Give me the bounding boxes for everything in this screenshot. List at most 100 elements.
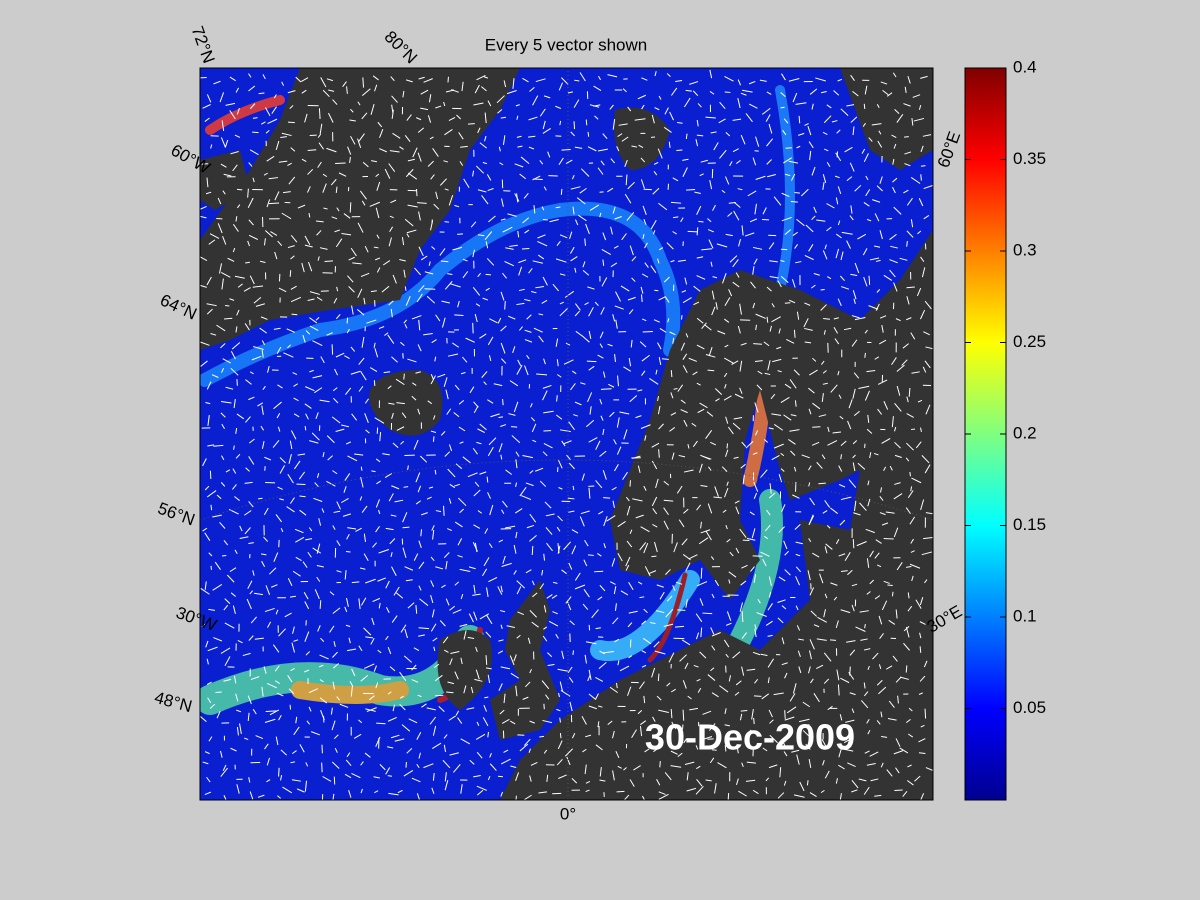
vector xyxy=(627,181,635,190)
vector xyxy=(609,686,618,694)
vector xyxy=(685,89,692,92)
vector xyxy=(229,567,237,573)
vector xyxy=(826,525,831,529)
vector xyxy=(364,398,369,404)
vector xyxy=(248,777,251,783)
vector xyxy=(813,693,820,703)
vector xyxy=(696,205,702,215)
vector xyxy=(391,615,398,623)
vector xyxy=(308,688,319,694)
vector xyxy=(666,73,671,78)
vector xyxy=(363,627,372,636)
vector xyxy=(798,132,805,136)
vector xyxy=(387,334,395,344)
vector xyxy=(332,663,339,669)
vector xyxy=(881,438,891,444)
vector xyxy=(474,678,483,682)
vector xyxy=(895,767,900,774)
vector xyxy=(237,639,243,644)
vector xyxy=(529,535,537,542)
vector xyxy=(403,269,406,278)
vector xyxy=(312,547,321,554)
vector xyxy=(522,217,530,224)
vector xyxy=(851,583,858,587)
vector xyxy=(905,718,911,724)
vector xyxy=(460,657,463,665)
vector xyxy=(205,640,209,648)
vector xyxy=(280,527,284,533)
vector xyxy=(643,485,647,491)
vector xyxy=(432,742,442,750)
vector xyxy=(415,472,421,483)
vector xyxy=(876,289,881,293)
vector xyxy=(685,599,688,608)
vector xyxy=(614,354,616,362)
vector xyxy=(629,779,635,787)
vector xyxy=(223,173,232,177)
vector xyxy=(797,731,800,736)
vector xyxy=(348,256,355,261)
vector xyxy=(905,626,910,638)
vector xyxy=(413,439,419,450)
vector xyxy=(392,132,401,139)
vector xyxy=(253,296,262,304)
vector xyxy=(617,520,626,528)
vector xyxy=(813,273,820,276)
vector xyxy=(780,276,789,283)
vector xyxy=(388,792,399,796)
vector xyxy=(488,355,492,362)
vector xyxy=(545,513,555,517)
vector xyxy=(379,763,386,771)
vector xyxy=(525,681,531,688)
vector xyxy=(741,611,744,623)
vector xyxy=(754,203,757,215)
vector xyxy=(724,708,727,714)
vector xyxy=(921,551,933,556)
vector xyxy=(290,255,295,260)
vector xyxy=(770,393,776,400)
vector xyxy=(342,81,347,88)
vector xyxy=(778,328,781,334)
vector xyxy=(516,364,523,375)
vector xyxy=(287,245,295,249)
vector xyxy=(276,692,284,697)
vector xyxy=(487,446,494,457)
vector xyxy=(607,187,614,193)
vector xyxy=(346,597,349,607)
vector xyxy=(826,104,832,109)
vector xyxy=(427,115,432,123)
vector xyxy=(400,341,405,347)
vector xyxy=(664,296,670,303)
vector xyxy=(280,749,287,756)
vector xyxy=(565,342,571,346)
vector xyxy=(287,90,296,94)
vector xyxy=(709,180,713,190)
vector xyxy=(336,696,341,701)
vector xyxy=(360,674,369,682)
vector xyxy=(826,203,835,209)
vector xyxy=(753,717,755,725)
vector xyxy=(655,478,659,489)
vector xyxy=(881,736,888,738)
vector xyxy=(457,554,463,558)
vector xyxy=(790,414,797,417)
vector xyxy=(404,566,414,571)
vector xyxy=(859,610,869,613)
vector xyxy=(209,703,216,709)
vector xyxy=(891,591,894,597)
vector xyxy=(685,133,688,139)
vector xyxy=(808,538,812,543)
vector xyxy=(625,556,631,567)
vector xyxy=(864,390,870,401)
vector xyxy=(616,417,620,428)
vector xyxy=(498,539,504,543)
vector xyxy=(402,526,410,529)
vector xyxy=(617,660,620,666)
vector xyxy=(639,681,645,690)
vector xyxy=(779,767,782,778)
vector xyxy=(277,426,281,432)
vector xyxy=(309,291,320,295)
vector xyxy=(837,298,842,307)
vector xyxy=(846,240,851,249)
vector xyxy=(796,754,800,765)
